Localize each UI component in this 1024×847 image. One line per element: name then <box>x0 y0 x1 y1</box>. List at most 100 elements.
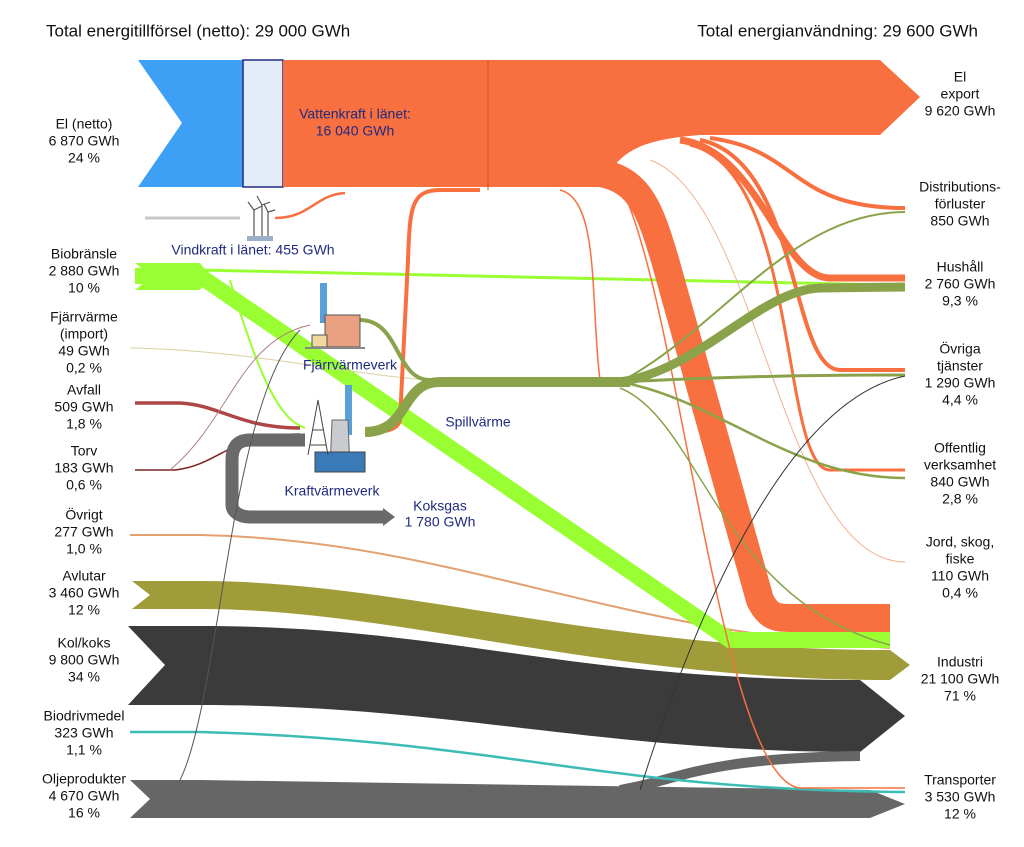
use-label: 840 GWh <box>930 474 989 490</box>
use-label: fiske <box>946 551 975 567</box>
hydro-box <box>242 59 284 188</box>
flow-dh-import <box>129 347 431 381</box>
flow-thin-1 <box>179 329 301 781</box>
flow-biomass-arrow <box>135 263 210 290</box>
source-label: 6 870 GWh <box>49 133 120 149</box>
flow-dh-out <box>359 318 431 382</box>
use-label: 2,8 % <box>942 491 978 507</box>
flow-el-services <box>699 138 905 372</box>
flow-biomass-households <box>199 268 891 287</box>
use-label: 110 GWh <box>931 568 989 584</box>
source-label: Kol/koks <box>58 635 111 651</box>
flow-biofuel-transport <box>130 730 906 794</box>
flow-wind <box>274 191 346 220</box>
use-label: 2 760 GWh <box>925 276 996 292</box>
source-label: Biobränsle <box>51 246 117 262</box>
icons <box>247 195 366 473</box>
source-label: 2 880 GWh <box>49 263 120 279</box>
use-label: Offentlig <box>934 440 986 456</box>
source-label: Biodrivmedel <box>44 708 125 724</box>
use-label: El <box>954 69 966 85</box>
supply-title: Total energitillförsel (netto): 29 000 G… <box>46 21 350 40</box>
use-label: 850 GWh <box>930 213 989 229</box>
use-label: Transporter <box>924 772 996 788</box>
use-label: Övriga <box>939 340 980 357</box>
use-label: Distributions- <box>919 179 1001 195</box>
flow-chp-out <box>364 377 630 437</box>
use-label: tjänster <box>937 358 983 374</box>
source-label: 1,1 % <box>66 742 102 758</box>
source-label: 0,2 % <box>66 360 102 376</box>
source-label: Oljeprodukter <box>42 771 126 787</box>
use-label: 71 % <box>944 688 976 704</box>
flows <box>128 59 920 818</box>
source-label: 3 460 GWh <box>49 585 120 601</box>
use-label: Industri <box>937 654 983 670</box>
flow-coke-gas-arrow <box>383 508 395 526</box>
flow-waste <box>135 401 301 430</box>
flow-biomass-chp <box>229 279 306 429</box>
source-label: 183 GWh <box>54 460 113 476</box>
source-label: 12 % <box>68 602 100 618</box>
use-label: 12 % <box>944 806 976 822</box>
coke-gas-label: Koksgas <box>413 498 467 514</box>
use-label: 21 100 GWh <box>921 671 1000 687</box>
use-label: 4,4 % <box>942 392 978 408</box>
source-label: 1,8 % <box>66 416 102 432</box>
source-label: 9 800 GWh <box>49 652 120 668</box>
flow-heat-public <box>619 380 906 480</box>
source-label: 1,0 % <box>66 541 102 557</box>
use-label: 1 290 GWh <box>925 375 996 391</box>
source-label: 16 % <box>68 805 100 821</box>
flow-coke-gas <box>225 433 385 524</box>
flow-black-liquor <box>132 581 910 680</box>
source-label: Avlutar <box>62 568 106 584</box>
source-label: Torv <box>71 443 97 459</box>
flow-el-dh <box>559 189 601 381</box>
coke-gas-value: 1 780 GWh <box>405 514 476 530</box>
flow-hydro <box>283 60 920 187</box>
flow-thin-2 <box>169 324 311 471</box>
chp-plant-label: Kraftvärmeverk <box>285 483 381 499</box>
hydro-label: Vattenkraft i länet: <box>299 106 411 122</box>
source-label: (import) <box>60 326 108 342</box>
source-label: 0,6 % <box>66 477 102 493</box>
source-label: 509 GWh <box>54 399 113 415</box>
dh-plant-label: Fjärrvärmeverk <box>303 357 398 373</box>
use-label: verksamhet <box>924 457 996 473</box>
source-label: 24 % <box>68 150 100 166</box>
wind-turbine-icon <box>247 195 276 241</box>
flow-electricity-import <box>138 60 245 187</box>
source-label: 4 670 GWh <box>49 788 120 804</box>
flow-heat-industry <box>619 387 891 646</box>
source-label: 34 % <box>68 669 100 685</box>
flow-heat-households <box>619 282 906 387</box>
source-label: 277 GWh <box>54 524 113 540</box>
source-label: Avfall <box>67 382 101 398</box>
source-label: Övrigt <box>65 506 102 523</box>
flow-el-industry <box>560 159 890 632</box>
flow-el-losses <box>709 136 906 210</box>
flow-coal <box>128 626 905 752</box>
flow-heat-services <box>619 373 906 384</box>
flow-el-households <box>679 136 905 282</box>
district-heating-icon <box>305 283 365 349</box>
source-label: 323 GWh <box>54 725 113 741</box>
use-title: Total energianvändning: 29 600 GWh <box>697 21 978 40</box>
flow-heat-losses <box>619 211 906 383</box>
chp-icon <box>307 385 366 473</box>
use-label: 3 530 GWh <box>925 789 996 805</box>
source-label: 10 % <box>68 280 100 296</box>
use-label: förluster <box>935 196 986 212</box>
use-label: 0,4 % <box>942 585 978 601</box>
hydro-value: 16 040 GWh <box>316 123 395 139</box>
use-label: Hushåll <box>937 259 984 275</box>
waste-heat-label: Spillvärme <box>445 414 511 430</box>
wind-label: Vindkraft i länet: 455 GWh <box>171 242 334 258</box>
source-label: El (netto) <box>56 116 113 132</box>
use-label: Jord, skog, <box>926 534 994 550</box>
use-label: 9,3 % <box>942 293 978 309</box>
